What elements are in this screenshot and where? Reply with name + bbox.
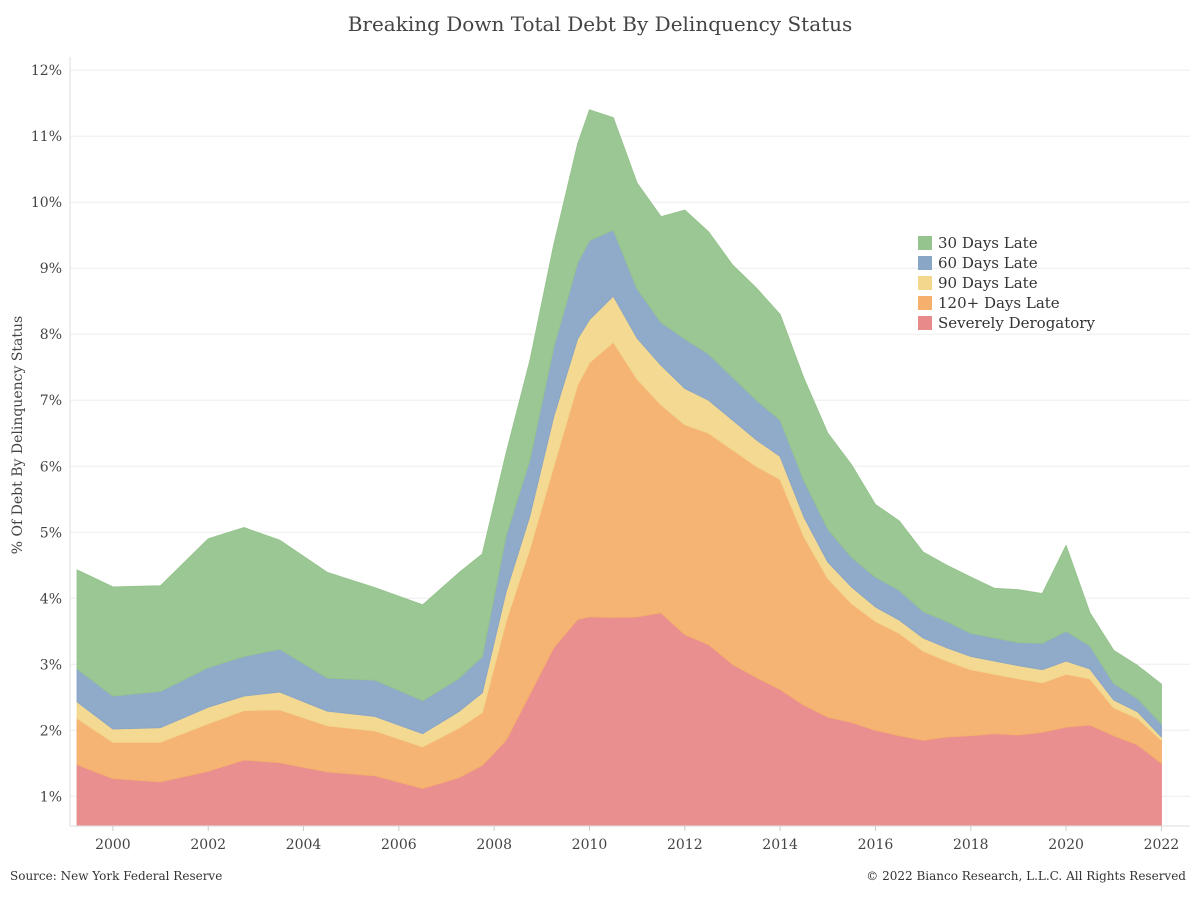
x-tick-label: 2000 [95, 837, 131, 853]
x-tick-label: 2004 [286, 837, 322, 853]
x-tick-label: 2022 [1144, 837, 1180, 853]
y-tick-label: 2% [40, 723, 62, 739]
stacked-areas [76, 109, 1162, 827]
x-tick-label: 2006 [381, 837, 417, 853]
y-tick-label: 7% [40, 393, 62, 409]
y-tick-label: 6% [40, 459, 62, 475]
x-tick-label: 2012 [667, 837, 703, 853]
y-tick-label: 9% [40, 261, 62, 277]
x-tick-label: 2018 [953, 837, 989, 853]
legend-swatch [918, 296, 932, 310]
legend-label: 30 Days Late [938, 234, 1038, 252]
x-tick-label: 2010 [572, 837, 608, 853]
legend-label: 120+ Days Late [938, 294, 1060, 312]
y-tick-label: 12% [31, 63, 62, 79]
y-tick-label: 8% [40, 327, 62, 343]
y-axis-label: % Of Debt By Delinquency Status [10, 316, 26, 554]
legend-item-120-days-late: 120+ Days Late [918, 293, 1095, 313]
copyright-note: © 2022 Bianco Research, L.L.C. All Right… [866, 869, 1186, 883]
legend-label: 60 Days Late [938, 254, 1038, 272]
x-tick-label: 2002 [190, 837, 226, 853]
legend-item-severely-derogatory: Severely Derogatory [918, 313, 1095, 333]
legend-swatch [918, 256, 932, 270]
legend-swatch [918, 276, 932, 290]
x-tick-label: 2008 [476, 837, 512, 853]
chart-title: Breaking Down Total Debt By Delinquency … [347, 12, 853, 36]
legend-item-60-days-late: 60 Days Late [918, 253, 1095, 273]
legend-label: Severely Derogatory [938, 314, 1095, 332]
legend-swatch [918, 316, 932, 330]
y-tick-label: 3% [40, 657, 62, 673]
source-note: Source: New York Federal Reserve [10, 869, 223, 883]
legend-item-90-days-late: 90 Days Late [918, 273, 1095, 293]
legend-item-30-days-late: 30 Days Late [918, 233, 1095, 253]
legend-label: 90 Days Late [938, 274, 1038, 292]
y-tick-label: 5% [40, 525, 62, 541]
y-tick-label: 10% [31, 195, 62, 211]
x-tick-label: 2020 [1048, 837, 1084, 853]
area-series-30-days-late [76, 109, 1162, 725]
y-tick-label: 1% [40, 789, 62, 805]
axes: 1% 2% 3% 4% 5% 6% 7% 8% 9% 10% 11% 12% 2000 2002 2004 2… [31, 57, 1190, 853]
y-tick-label: 11% [31, 129, 62, 145]
legend: 30 Days Late 60 Days Late 90 Days Late 120+… [918, 233, 1095, 333]
x-tick-label: 2016 [858, 837, 894, 853]
y-tick-label: 4% [40, 591, 62, 607]
x-tick-label: 2014 [762, 837, 798, 853]
legend-swatch [918, 236, 932, 250]
